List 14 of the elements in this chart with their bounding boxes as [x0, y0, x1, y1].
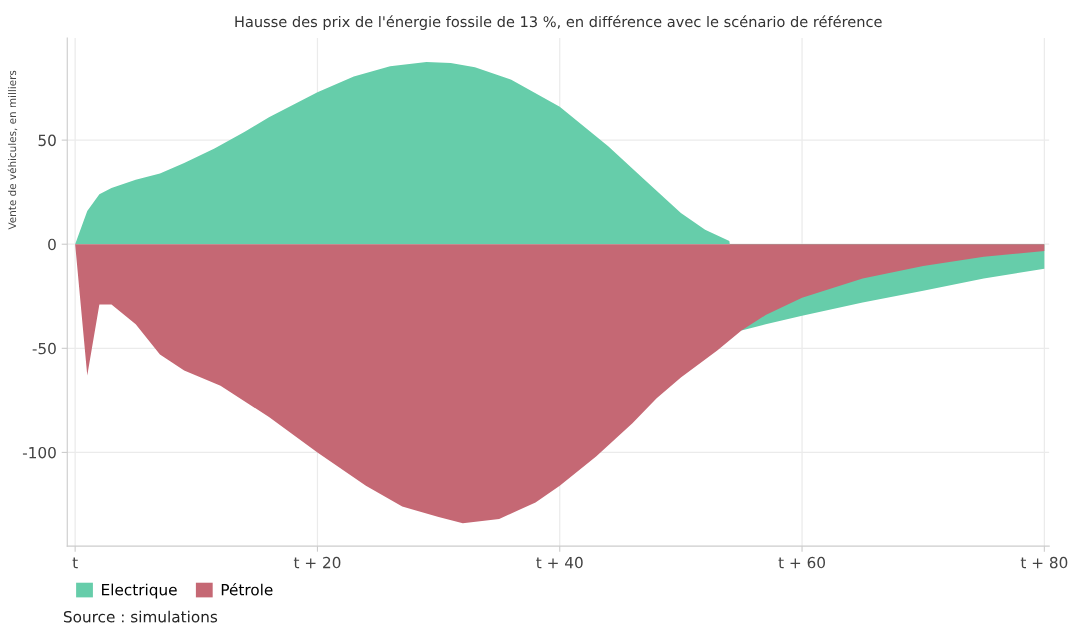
y-tick-label: -100 — [22, 446, 56, 459]
y-tick-label: -50 — [32, 342, 56, 355]
x-tick-label: t + 40 — [536, 556, 583, 569]
y-tick-label: 50 — [38, 134, 56, 147]
x-tick-label: t + 80 — [1020, 556, 1068, 569]
legend-label: Electrique — [102, 583, 177, 599]
y-axis-title: Vente de véhicules, en milliers — [7, 70, 18, 230]
y-tick-label: 0 — [48, 238, 56, 251]
source-note: Source : simulations — [63, 610, 218, 623]
x-tick-label: t + 60 — [778, 556, 826, 569]
x-tick-label: t — [72, 557, 78, 569]
x-tick-label: t + 20 — [293, 556, 341, 569]
chart-title: Hausse des prix de l'énergie fossile de 13 %, en différence avec le scénario de référence — [235, 15, 882, 31]
legend-label: Pétrole — [221, 583, 273, 596]
